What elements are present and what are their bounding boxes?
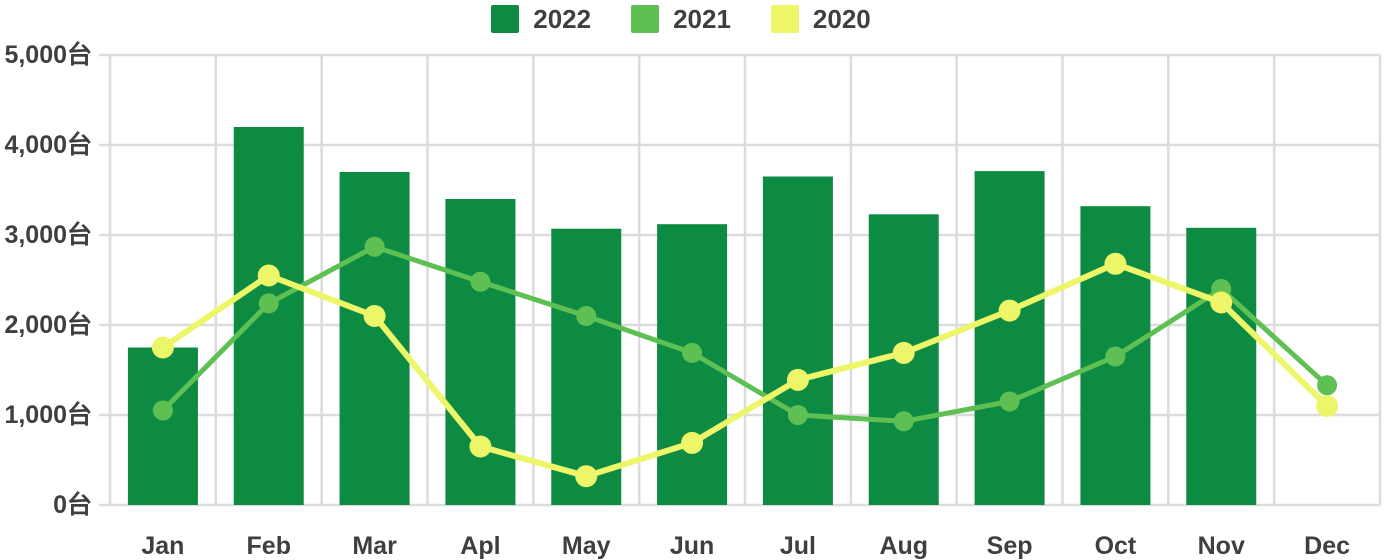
chart-legend: 2022 2021 2020 (0, 0, 1374, 38)
point-2021-Jan (152, 400, 173, 421)
legend-label-2021: 2021 (673, 4, 731, 34)
point-2020-May (575, 465, 598, 488)
legend-swatch-2022 (491, 5, 520, 33)
point-2020-Nov (1210, 291, 1233, 314)
point-2021-May (576, 306, 597, 326)
x-label-May: May (562, 532, 611, 560)
point-2021-Feb (258, 293, 279, 314)
legend-swatch-2021 (631, 5, 660, 33)
bar-2022-Jan (127, 347, 198, 505)
x-label-Sep: Sep (987, 532, 1033, 560)
point-2021-Jul (787, 405, 808, 425)
point-2020-Apl (469, 435, 492, 458)
bar-2022-Nov (1186, 227, 1257, 506)
y-tick-label: 1,000台 (4, 400, 92, 429)
point-2021-Mar (364, 236, 385, 257)
y-tick-label: 2,000台 (4, 310, 92, 339)
point-2020-Feb (257, 264, 280, 287)
point-2021-Dec (1317, 375, 1338, 396)
y-tick-label: 0台 (53, 490, 92, 519)
x-label-Feb: Feb (247, 532, 291, 560)
point-2020-Mar (363, 305, 386, 327)
bar-2022-Sep (974, 171, 1045, 505)
x-label-Nov: Nov (1198, 532, 1245, 560)
point-2021-Aug (893, 411, 914, 432)
line-2021 (160, 244, 1330, 424)
y-tick-label: 4,000台 (4, 130, 92, 159)
point-2020-Oct (1104, 252, 1127, 275)
line-2020 (159, 260, 1331, 480)
bar-2022-Apl (445, 199, 516, 505)
point-2020-Jul (786, 368, 809, 391)
x-label-Oct: Oct (1095, 532, 1137, 560)
point-2021-Jun (682, 342, 703, 363)
x-label-Aug: Aug (879, 532, 928, 560)
y-tick-label: 3,000台 (4, 220, 92, 249)
legend-label-2022: 2022 (533, 4, 592, 34)
x-label-Jan: Jan (141, 532, 184, 560)
x-label-Mar: Mar (352, 532, 397, 560)
bar-2022-Feb (233, 127, 304, 505)
bar-2022-Jul (762, 176, 833, 505)
point-2020-Sep (998, 299, 1021, 322)
x-label-Apl: Apl (460, 532, 500, 560)
point-2021-Sep (999, 391, 1020, 412)
x-label-Jun: Jun (670, 532, 714, 560)
legend-item-2022[interactable]: 2022 (491, 5, 591, 33)
point-2021-Apl (470, 271, 491, 292)
legend-item-2021[interactable]: 2021 (631, 5, 731, 33)
legend-swatch-2020 (770, 5, 799, 33)
legend-label-2020: 2020 (812, 4, 871, 34)
point-2020-Jun (681, 431, 704, 454)
point-2020-Aug (892, 341, 915, 364)
bar-2022-May (551, 228, 622, 505)
x-label-Dec: Dec (1304, 532, 1350, 560)
legend-item-2020[interactable]: 2020 (770, 4, 871, 34)
point-2020-Jan (151, 336, 174, 359)
y-tick-label: 5,000台 (4, 40, 92, 69)
point-2021-Oct (1105, 346, 1126, 367)
bar-2022-Mar (339, 172, 410, 505)
x-label-Jul: Jul (780, 532, 816, 560)
point-2020-Dec (1316, 395, 1339, 417)
